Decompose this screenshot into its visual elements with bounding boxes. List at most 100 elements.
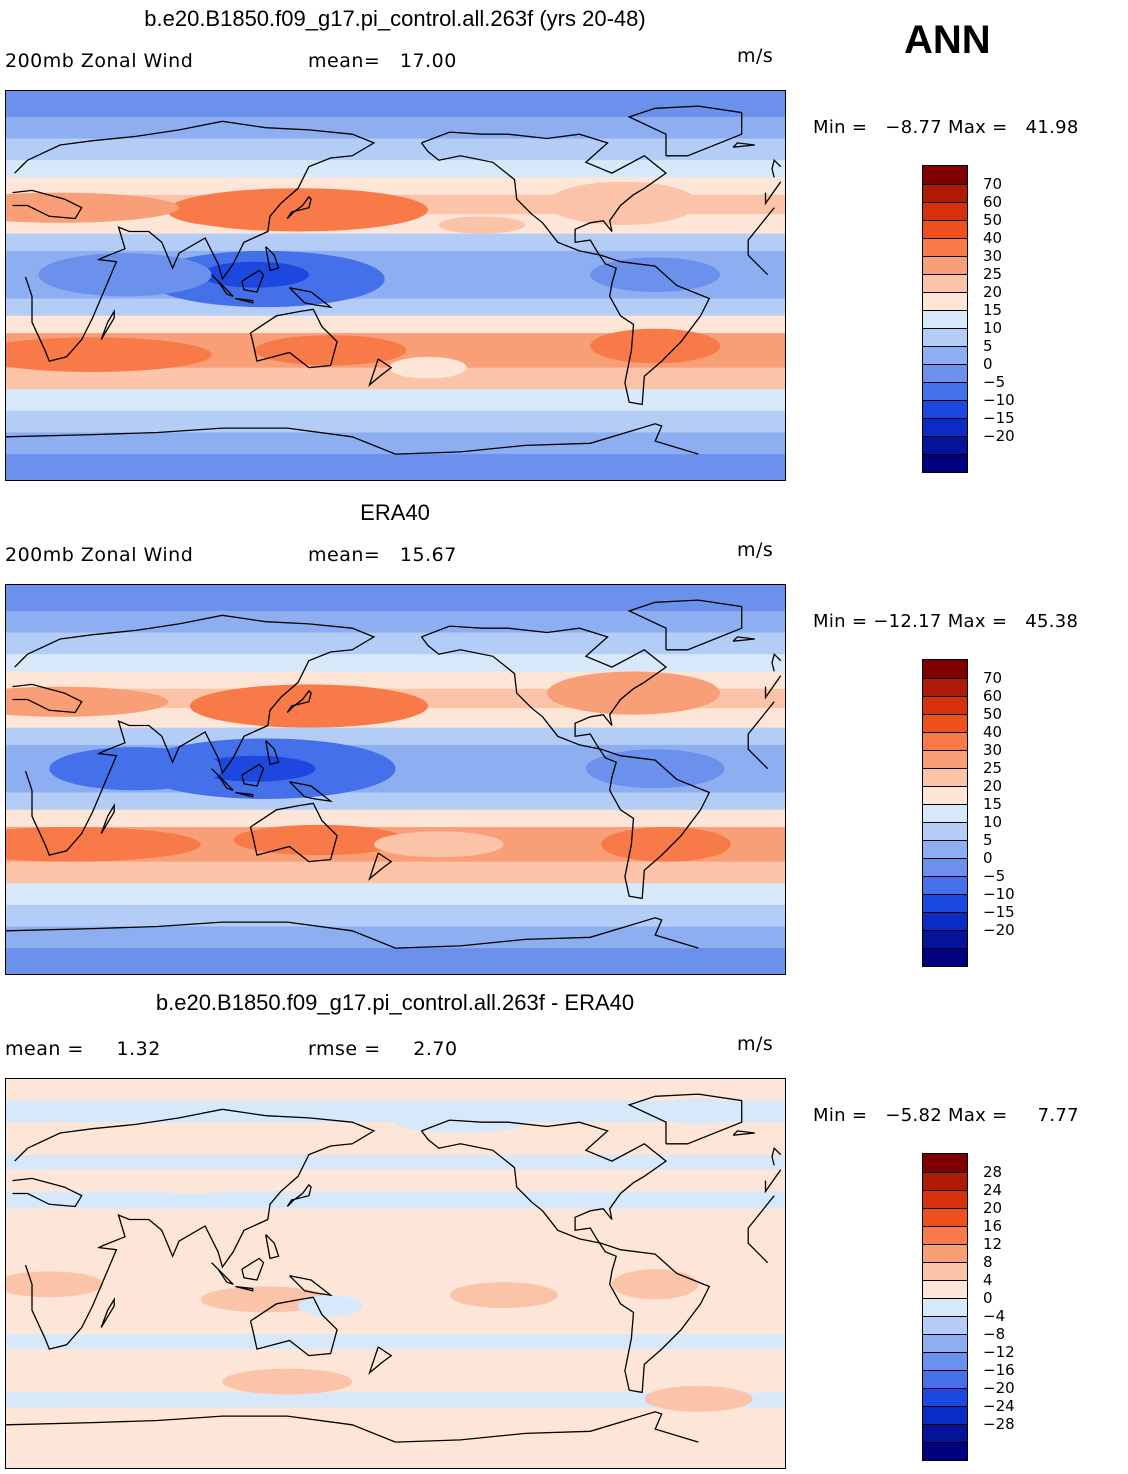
colorbar-swatch — [923, 822, 967, 840]
coastline — [235, 297, 254, 304]
coastline — [211, 274, 234, 297]
colorbar-swatch — [923, 804, 967, 822]
coastline — [265, 246, 280, 272]
contour-band — [6, 1316, 785, 1336]
contour-region — [49, 747, 223, 791]
contour-band — [6, 298, 785, 317]
contour-region — [585, 749, 725, 789]
colorbar-swatch — [923, 732, 967, 750]
colorbar-tick-label: 50 — [983, 705, 1003, 723]
panel-statistic: mean= 17.00 — [308, 50, 457, 72]
contour-map — [6, 1079, 785, 1468]
colorbar-swatch — [923, 274, 967, 292]
contour-band — [6, 1349, 785, 1394]
contour-fill — [6, 1079, 785, 1468]
contour-region — [168, 196, 320, 228]
colorbar-swatch — [923, 696, 967, 714]
contour-region — [194, 755, 316, 782]
contour-band — [6, 585, 785, 612]
contour-band — [6, 138, 785, 162]
panel-left-label: mean = 1.32 — [5, 1038, 161, 1060]
colorbar-tick-label: −20 — [983, 921, 1015, 939]
contour-band — [6, 160, 785, 179]
contour-region — [6, 337, 212, 372]
contour-region — [590, 257, 721, 292]
colorbar-swatch — [923, 1226, 967, 1244]
colorbar-swatch — [923, 858, 967, 876]
coastline — [24, 120, 376, 362]
colorbar-tick-label: 0 — [983, 1289, 993, 1307]
colorbar-tick-label: 10 — [983, 319, 1003, 337]
colorbar-swatch — [923, 1280, 967, 1298]
contour-region — [389, 356, 467, 379]
coastline — [235, 1285, 254, 1292]
coastline — [24, 614, 376, 856]
panel-left-label: 200mb Zonal Wind — [5, 544, 194, 566]
contour-band — [6, 367, 785, 391]
contour-region — [189, 684, 428, 728]
colorbar-swatch — [923, 310, 967, 328]
coastline — [100, 1297, 115, 1328]
coastline — [211, 768, 234, 791]
contour-region — [254, 335, 407, 366]
contour-region — [395, 1111, 526, 1134]
colorbar-swatch — [923, 400, 967, 418]
contour-band — [6, 610, 785, 634]
map-frame — [5, 584, 786, 975]
colorbar-swatch — [923, 184, 967, 202]
colorbar-swatch — [923, 1334, 967, 1352]
coastline — [265, 1234, 280, 1260]
contour-region — [200, 261, 309, 288]
colorbar-tick-label: −10 — [983, 885, 1015, 903]
coastline — [12, 1177, 83, 1208]
contour-band — [6, 809, 785, 829]
colorbar-tick-label: −15 — [983, 409, 1015, 427]
colorbar-swatch — [923, 768, 967, 786]
colorbar-swatch — [923, 750, 967, 768]
contour-band — [6, 1079, 785, 1102]
coastline — [289, 287, 333, 309]
panel-left-label: 200mb Zonal Wind — [5, 50, 194, 72]
map-frame — [5, 90, 786, 481]
coastline — [420, 625, 711, 900]
colorbar-swatch — [923, 894, 967, 912]
colorbar-tick-label: 20 — [983, 1199, 1003, 1217]
colorbar-tick-label: 25 — [983, 759, 1003, 777]
season-label: ANN — [904, 18, 991, 62]
coastline — [368, 852, 393, 881]
colorbar-swatch — [923, 328, 967, 346]
colorbar-tick-label: 4 — [983, 1271, 993, 1289]
contour-band — [6, 315, 785, 335]
colorbar-swatch — [923, 840, 967, 858]
colorbar-swatch — [923, 1298, 967, 1316]
contour-region — [611, 1269, 699, 1300]
colorbar-swatch — [923, 912, 967, 930]
coastline — [14, 159, 29, 174]
coastline — [235, 791, 254, 798]
colorbar-swatch — [923, 1406, 967, 1424]
colorbar-tick-label: 10 — [983, 813, 1003, 831]
colorbar-tick-label: 12 — [983, 1235, 1003, 1253]
colorbar-tick-label: −8 — [983, 1325, 1006, 1343]
contour-band — [6, 1122, 785, 1156]
coastlines — [6, 105, 782, 455]
coastline — [420, 1119, 711, 1394]
colorbar-tick-label: −15 — [983, 903, 1015, 921]
contour-region — [601, 827, 731, 862]
colorbar-swatch — [923, 1262, 967, 1280]
coastline — [100, 803, 115, 834]
colorbar-swatch — [923, 256, 967, 274]
coastlines — [6, 1093, 782, 1443]
colorbar-swatch — [923, 1316, 967, 1334]
colorbar: 28 24 20 16 12 8 4 0 −4 −8 −12 −16 −20 −24 −28 — [922, 1153, 1015, 1461]
coastline — [368, 1346, 393, 1375]
colorbar-swatch — [923, 1154, 967, 1172]
contour-fill — [6, 585, 785, 974]
coastline — [24, 1108, 376, 1350]
contour-band — [6, 432, 785, 456]
contour-fill — [6, 91, 785, 480]
panel-min-max: Min = −5.82 Max = 7.77 — [813, 1105, 1079, 1126]
coastline — [732, 142, 755, 148]
colorbar-tick-label: 60 — [983, 687, 1003, 705]
contour-region — [135, 1171, 245, 1194]
